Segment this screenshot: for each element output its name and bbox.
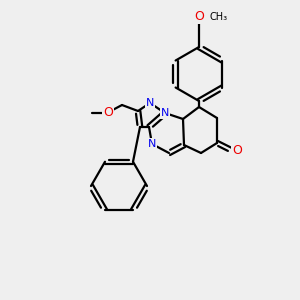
Text: N: N — [161, 108, 169, 118]
Text: CH₃: CH₃ — [209, 12, 227, 22]
Text: O: O — [103, 106, 113, 119]
Text: N: N — [148, 139, 156, 149]
Text: O: O — [232, 143, 242, 157]
Text: N: N — [146, 98, 154, 108]
Text: O: O — [194, 11, 204, 23]
